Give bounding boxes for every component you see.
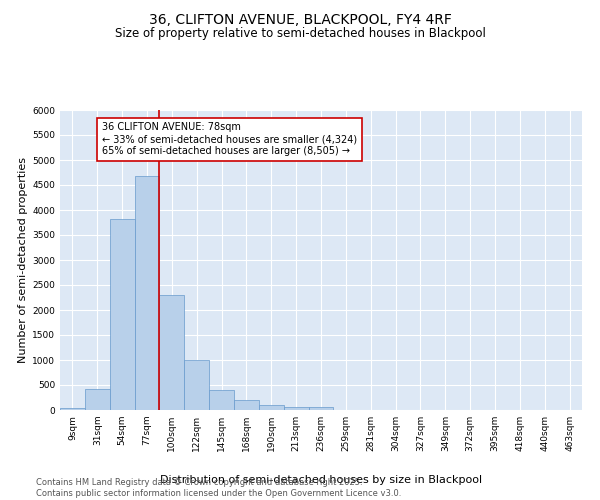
Y-axis label: Number of semi-detached properties: Number of semi-detached properties [18, 157, 28, 363]
Text: 36, CLIFTON AVENUE, BLACKPOOL, FY4 4RF: 36, CLIFTON AVENUE, BLACKPOOL, FY4 4RF [149, 12, 451, 26]
Bar [234, 400, 259, 410]
Bar [209, 390, 234, 410]
Bar [284, 406, 308, 410]
Bar [110, 219, 134, 410]
Text: Size of property relative to semi-detached houses in Blackpool: Size of property relative to semi-detach… [115, 28, 485, 40]
Bar [60, 408, 85, 410]
Bar [85, 388, 110, 410]
Bar [160, 295, 184, 410]
Bar [308, 407, 334, 410]
Text: 36 CLIFTON AVENUE: 78sqm
← 33% of semi-detached houses are smaller (4,324)
65% o: 36 CLIFTON AVENUE: 78sqm ← 33% of semi-d… [102, 122, 358, 156]
Text: Contains HM Land Registry data © Crown copyright and database right 2025.
Contai: Contains HM Land Registry data © Crown c… [36, 478, 401, 498]
Bar [259, 405, 284, 410]
Bar [134, 176, 160, 410]
Text: Distribution of semi-detached houses by size in Blackpool: Distribution of semi-detached houses by … [160, 475, 482, 485]
Bar [184, 360, 209, 410]
